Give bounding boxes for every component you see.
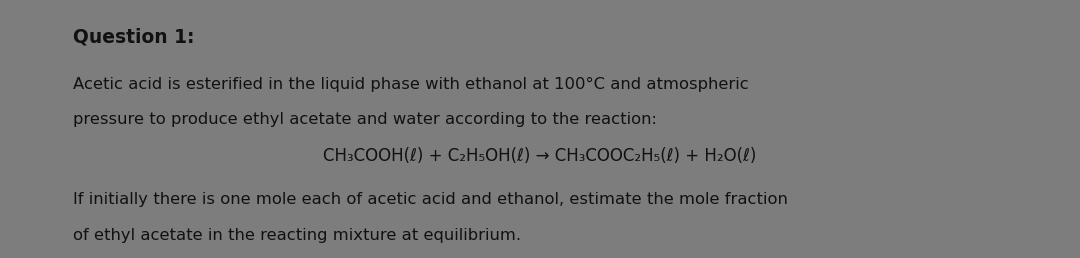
Text: of ethyl acetate in the reacting mixture at equilibrium.: of ethyl acetate in the reacting mixture…	[73, 228, 522, 243]
Text: pressure to produce ethyl acetate and water according to the reaction:: pressure to produce ethyl acetate and wa…	[73, 112, 658, 127]
Text: CH₃COOH(ℓ) + C₂H₅OH(ℓ) → CH₃COOC₂H₅(ℓ) + H₂O(ℓ): CH₃COOH(ℓ) + C₂H₅OH(ℓ) → CH₃COOC₂H₅(ℓ) +…	[323, 147, 757, 165]
Text: If initially there is one mole each of acetic acid and ethanol, estimate the mol: If initially there is one mole each of a…	[73, 192, 788, 207]
Text: Acetic acid is esterified in the liquid phase with ethanol at 100°C and atmosphe: Acetic acid is esterified in the liquid …	[73, 77, 750, 92]
Text: Question 1:: Question 1:	[73, 27, 194, 46]
